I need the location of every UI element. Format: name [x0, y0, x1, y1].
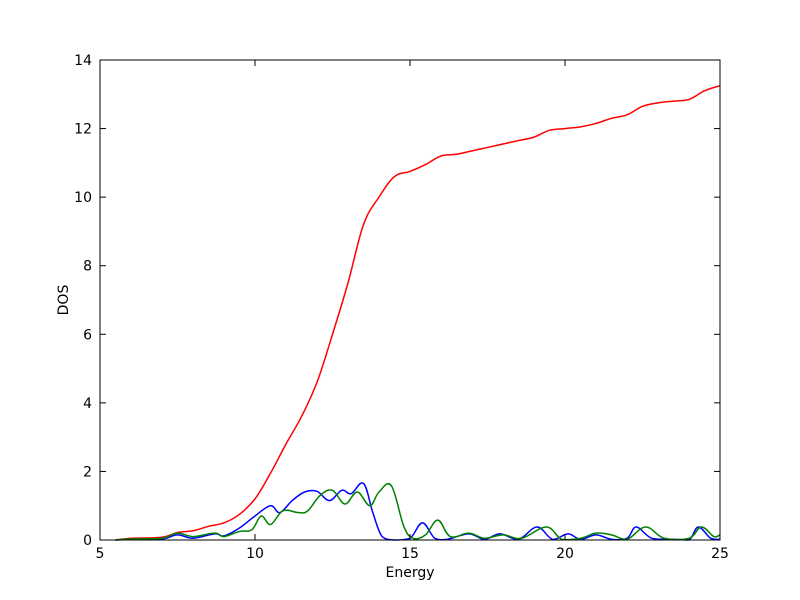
- y-tick-label: 10: [74, 190, 92, 206]
- x-axis-label: Energy: [385, 565, 434, 581]
- x-tick-label: 20: [556, 546, 574, 562]
- y-tick-label: 2: [83, 464, 92, 480]
- y-axis-label: DOS: [56, 285, 72, 316]
- series-line-partial-2: [115, 482, 721, 541]
- y-tick-label: 8: [83, 259, 92, 275]
- x-tick-label: 25: [711, 546, 729, 562]
- y-tick-label: 14: [74, 53, 92, 69]
- y-tick-label: 4: [83, 396, 92, 412]
- y-tick-label: 6: [83, 327, 92, 343]
- x-tick-label: 10: [246, 546, 264, 562]
- axis-tick-labels: 5 10 15 20 25 0 2 4 6 8 10 12 14: [74, 53, 729, 562]
- series-line-total: [115, 84, 721, 541]
- y-tick-label: 12: [74, 122, 92, 138]
- x-tick-label: 15: [401, 546, 419, 562]
- y-tick-label: 0: [83, 533, 92, 549]
- x-tick-label: 5: [96, 546, 105, 562]
- plot-frame: [99, 59, 721, 541]
